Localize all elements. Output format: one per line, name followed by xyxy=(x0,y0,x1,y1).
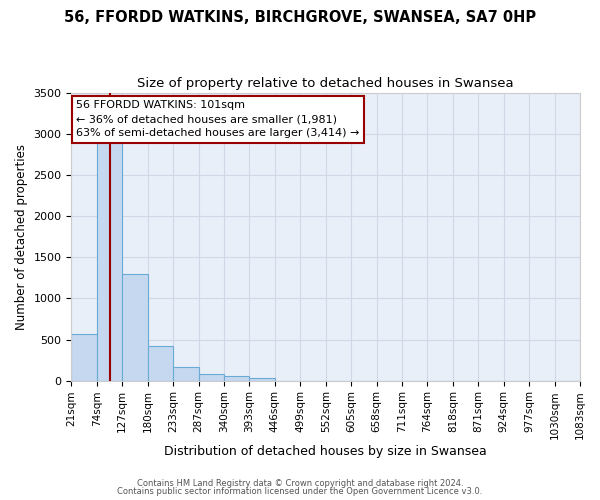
Bar xyxy=(71,334,97,380)
Bar xyxy=(173,367,199,380)
Bar xyxy=(122,274,148,380)
Bar xyxy=(250,378,275,380)
X-axis label: Distribution of detached houses by size in Swansea: Distribution of detached houses by size … xyxy=(164,444,487,458)
Text: Contains HM Land Registry data © Crown copyright and database right 2024.: Contains HM Land Registry data © Crown c… xyxy=(137,478,463,488)
Title: Size of property relative to detached houses in Swansea: Size of property relative to detached ho… xyxy=(137,78,514,90)
Bar xyxy=(97,142,122,380)
Text: 56, FFORDD WATKINS, BIRCHGROVE, SWANSEA, SA7 0HP: 56, FFORDD WATKINS, BIRCHGROVE, SWANSEA,… xyxy=(64,10,536,25)
Text: 56 FFORDD WATKINS: 101sqm
← 36% of detached houses are smaller (1,981)
63% of se: 56 FFORDD WATKINS: 101sqm ← 36% of detac… xyxy=(76,100,360,138)
Y-axis label: Number of detached properties: Number of detached properties xyxy=(15,144,28,330)
Bar xyxy=(148,346,173,380)
Bar xyxy=(224,376,250,380)
Bar xyxy=(199,374,224,380)
Text: Contains public sector information licensed under the Open Government Licence v3: Contains public sector information licen… xyxy=(118,487,482,496)
